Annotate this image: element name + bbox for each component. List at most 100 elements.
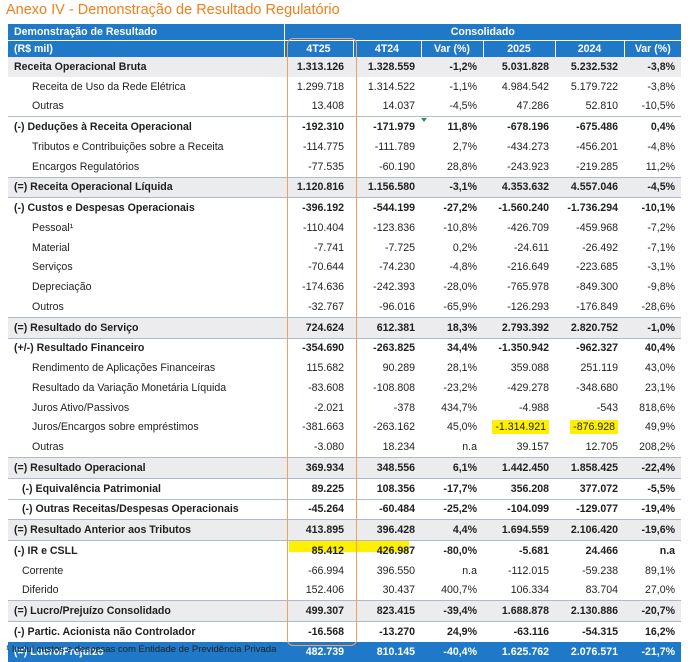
- row-value: -39,4%: [421, 600, 483, 622]
- row-value: -66.994: [308, 564, 344, 577]
- row-value: -96.016: [379, 300, 415, 313]
- row-value: -9,8%: [647, 281, 676, 294]
- row-value: 43,0%: [645, 362, 676, 375]
- row-value: 49,9%: [645, 421, 676, 434]
- row-value: 5.232.532: [555, 57, 624, 77]
- row-value: -876.928: [555, 418, 624, 438]
- row-value: -174.636: [302, 281, 344, 294]
- row-value: 1.625.762: [483, 641, 555, 662]
- row-value: 83.704: [585, 584, 618, 597]
- row-value: 0,4%: [624, 116, 682, 137]
- row-value: -434.273: [507, 140, 549, 153]
- row-value: -10,8%: [443, 221, 477, 234]
- row-value: -3,1%: [647, 261, 676, 274]
- table-row: (-) Deduções à Receita Operacional -192.3…: [8, 116, 682, 137]
- table-row: Receita de Uso da Rede Elétrica 1.299.718…: [8, 77, 681, 97]
- row-value: 89,1%: [645, 564, 676, 577]
- footnote: ¹ Inclui custos e despesas com Entidade …: [6, 644, 277, 655]
- row-label: Resultado da Variação Monetária Líquida: [32, 381, 227, 394]
- table-row: Receita Operacional Bruta 1.313.126 1.328.…: [8, 57, 682, 77]
- row-value: 27,0%: [645, 584, 676, 597]
- row-label: Encargos Regulatórios: [32, 160, 140, 173]
- row-value: -32.767: [308, 300, 344, 313]
- row-value: 1.314.522: [367, 80, 415, 93]
- row-value: 108.356: [353, 477, 421, 499]
- row-value: -192.310: [284, 116, 353, 137]
- table-row: Tributos e Contribuições sobre a Receita…: [8, 137, 681, 157]
- row-value: 369.934: [284, 457, 353, 479]
- row-value: 89.225: [284, 477, 353, 499]
- row-value: -456.201: [576, 140, 618, 153]
- row-value: -65,9%: [443, 300, 477, 313]
- col-header-var-year: Var (%): [623, 40, 682, 57]
- row-value: -60.484: [353, 498, 421, 520]
- row-value: -21,7%: [624, 641, 682, 662]
- row-value: -544.199: [353, 197, 421, 218]
- row-value: n.a: [624, 539, 682, 561]
- row-value: -1.314.921: [483, 418, 555, 438]
- row-value: -108.808: [373, 381, 415, 394]
- header-row-2: (R$ mil) 4T25 4T24 Var (%) 2025 2024 Var…: [8, 40, 682, 57]
- row-label: (=) Resultado do Serviço: [8, 316, 284, 338]
- row-value: 499.307: [284, 600, 353, 622]
- row-value: -70.644: [308, 261, 344, 274]
- row-value: -7,2%: [647, 221, 676, 234]
- row-value: 40,4%: [624, 337, 682, 359]
- table-row: (=) Lucro/Prejuízo Consolidado 499.307 823…: [8, 600, 682, 622]
- row-value: -1,2%: [421, 57, 483, 77]
- row-label: Receita de Uso da Rede Elétrica: [32, 80, 186, 93]
- row-value: 28,1%: [446, 362, 477, 375]
- row-value: -171.979: [353, 116, 421, 137]
- row-value: -110.404: [302, 221, 344, 234]
- row-value: 90.289: [382, 362, 415, 375]
- row-value: -1,0%: [624, 316, 682, 338]
- col-header-4t25: 4T25: [283, 40, 353, 57]
- row-value: 1.688.878: [483, 600, 555, 622]
- row-value: -104.099: [483, 498, 555, 520]
- row-value: -74.230: [379, 261, 415, 274]
- row-value: 2.130.886: [555, 600, 624, 622]
- row-label: Pessoal¹: [32, 221, 74, 234]
- row-value: -59.238: [582, 564, 618, 577]
- row-label: Diferido: [22, 584, 59, 597]
- row-value: 16,2%: [624, 620, 682, 642]
- row-value: -3,1%: [421, 176, 483, 198]
- income-statement-table: Demonstração de Resultado Consolidado (R…: [8, 24, 682, 662]
- row-value: 426.987: [353, 539, 421, 561]
- table-row: Resultado da Variação Monetária Líquida -…: [8, 378, 681, 398]
- row-label: (=) Resultado Anterior aos Tributos: [8, 519, 284, 541]
- row-value: -1.350.942: [483, 337, 555, 359]
- page-title: Anexo IV - Demonstração de Resultado Reg…: [6, 2, 340, 18]
- row-value: 413.895: [284, 519, 353, 541]
- table-row: Outras -3.080 18.234 n.a 39.157 12.705 208,2%: [8, 437, 681, 457]
- row-value: -354.690: [284, 337, 353, 359]
- table-row: Pessoal¹ -110.404 -123.836 -10,8% -426.709 -4…: [8, 218, 681, 238]
- row-value: 18,3%: [421, 316, 483, 338]
- row-value: -219.285: [576, 160, 618, 173]
- row-value: 4.984.542: [501, 80, 549, 93]
- row-value: -2.021: [313, 401, 344, 414]
- row-value: 1.120.816: [284, 176, 353, 198]
- row-value: -216.649: [507, 261, 549, 274]
- row-value: 5.179.722: [570, 80, 618, 93]
- row-value: 377.072: [555, 477, 624, 499]
- row-label: (=) Lucro/Prejuízo: [8, 641, 284, 662]
- row-label: (-) Custos e Despesas Operacionais: [8, 197, 284, 218]
- row-value: -263.162: [373, 421, 415, 434]
- row-value: 1.299.718: [296, 80, 344, 93]
- row-value: 612.381: [353, 316, 421, 338]
- header-group-consolidado: Consolidado: [283, 24, 682, 41]
- row-value: -123.836: [373, 221, 415, 234]
- row-value: -28,6%: [641, 300, 676, 313]
- row-value: -426.709: [507, 221, 549, 234]
- row-value: 1.858.425: [555, 457, 624, 479]
- row-value: -263.825: [353, 337, 421, 359]
- row-value: -378: [393, 401, 415, 414]
- table-row: (-) Partic. Acionista não Controlador -16…: [8, 620, 682, 642]
- row-value: -5,5%: [624, 477, 682, 499]
- row-value: 5.031.828: [483, 57, 555, 77]
- row-value: -4,5%: [624, 176, 682, 198]
- row-value: -17,7%: [421, 477, 483, 499]
- row-label: Depreciação: [32, 281, 92, 294]
- row-value: -396.192: [284, 197, 353, 218]
